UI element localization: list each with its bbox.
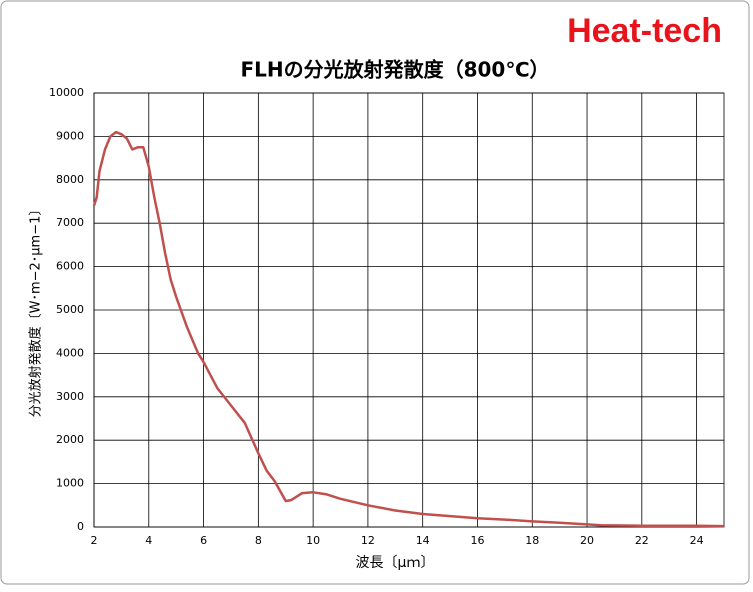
y-axis-label: 分光放射発散度〔W･m−2･μm−1〕 [28, 203, 44, 418]
data-line [92, 130, 725, 528]
x-tick-label: 24 [690, 534, 704, 547]
y-tick-label: 2000 [56, 433, 84, 446]
chart-title: FLHの分光放射発散度（800℃） [240, 58, 549, 82]
x-tick-label: 18 [525, 534, 539, 547]
x-tick-label: 6 [200, 534, 207, 547]
y-tick-label: 6000 [56, 260, 84, 273]
brand: Heat-tech [567, 12, 722, 50]
x-tick-label: 20 [580, 534, 594, 547]
x-tick-label: 22 [635, 534, 649, 547]
x-tick-label: 4 [145, 534, 152, 547]
y-tick-label: 5000 [56, 303, 84, 316]
x-tick-label: 16 [470, 534, 484, 547]
x-tick-label: 8 [255, 534, 262, 547]
y-tick-label: 7000 [56, 216, 84, 229]
x-tick-label: 12 [361, 534, 375, 547]
y-tick-label: 0 [77, 520, 84, 533]
y-tick-label: 3000 [56, 390, 84, 403]
y-tick-label: 8000 [56, 173, 84, 186]
y-tick-label: 9000 [56, 129, 84, 142]
x-tick-label: 10 [306, 534, 320, 547]
y-tick-label: 4000 [56, 346, 84, 359]
x-tick-label: 2 [91, 534, 98, 547]
x-axis-label: 波長〔μｍ〕 [356, 555, 435, 571]
x-tick-label: 14 [416, 534, 430, 547]
y-tick-label: 10000 [49, 86, 84, 99]
y-tick-label: 1000 [56, 477, 84, 490]
